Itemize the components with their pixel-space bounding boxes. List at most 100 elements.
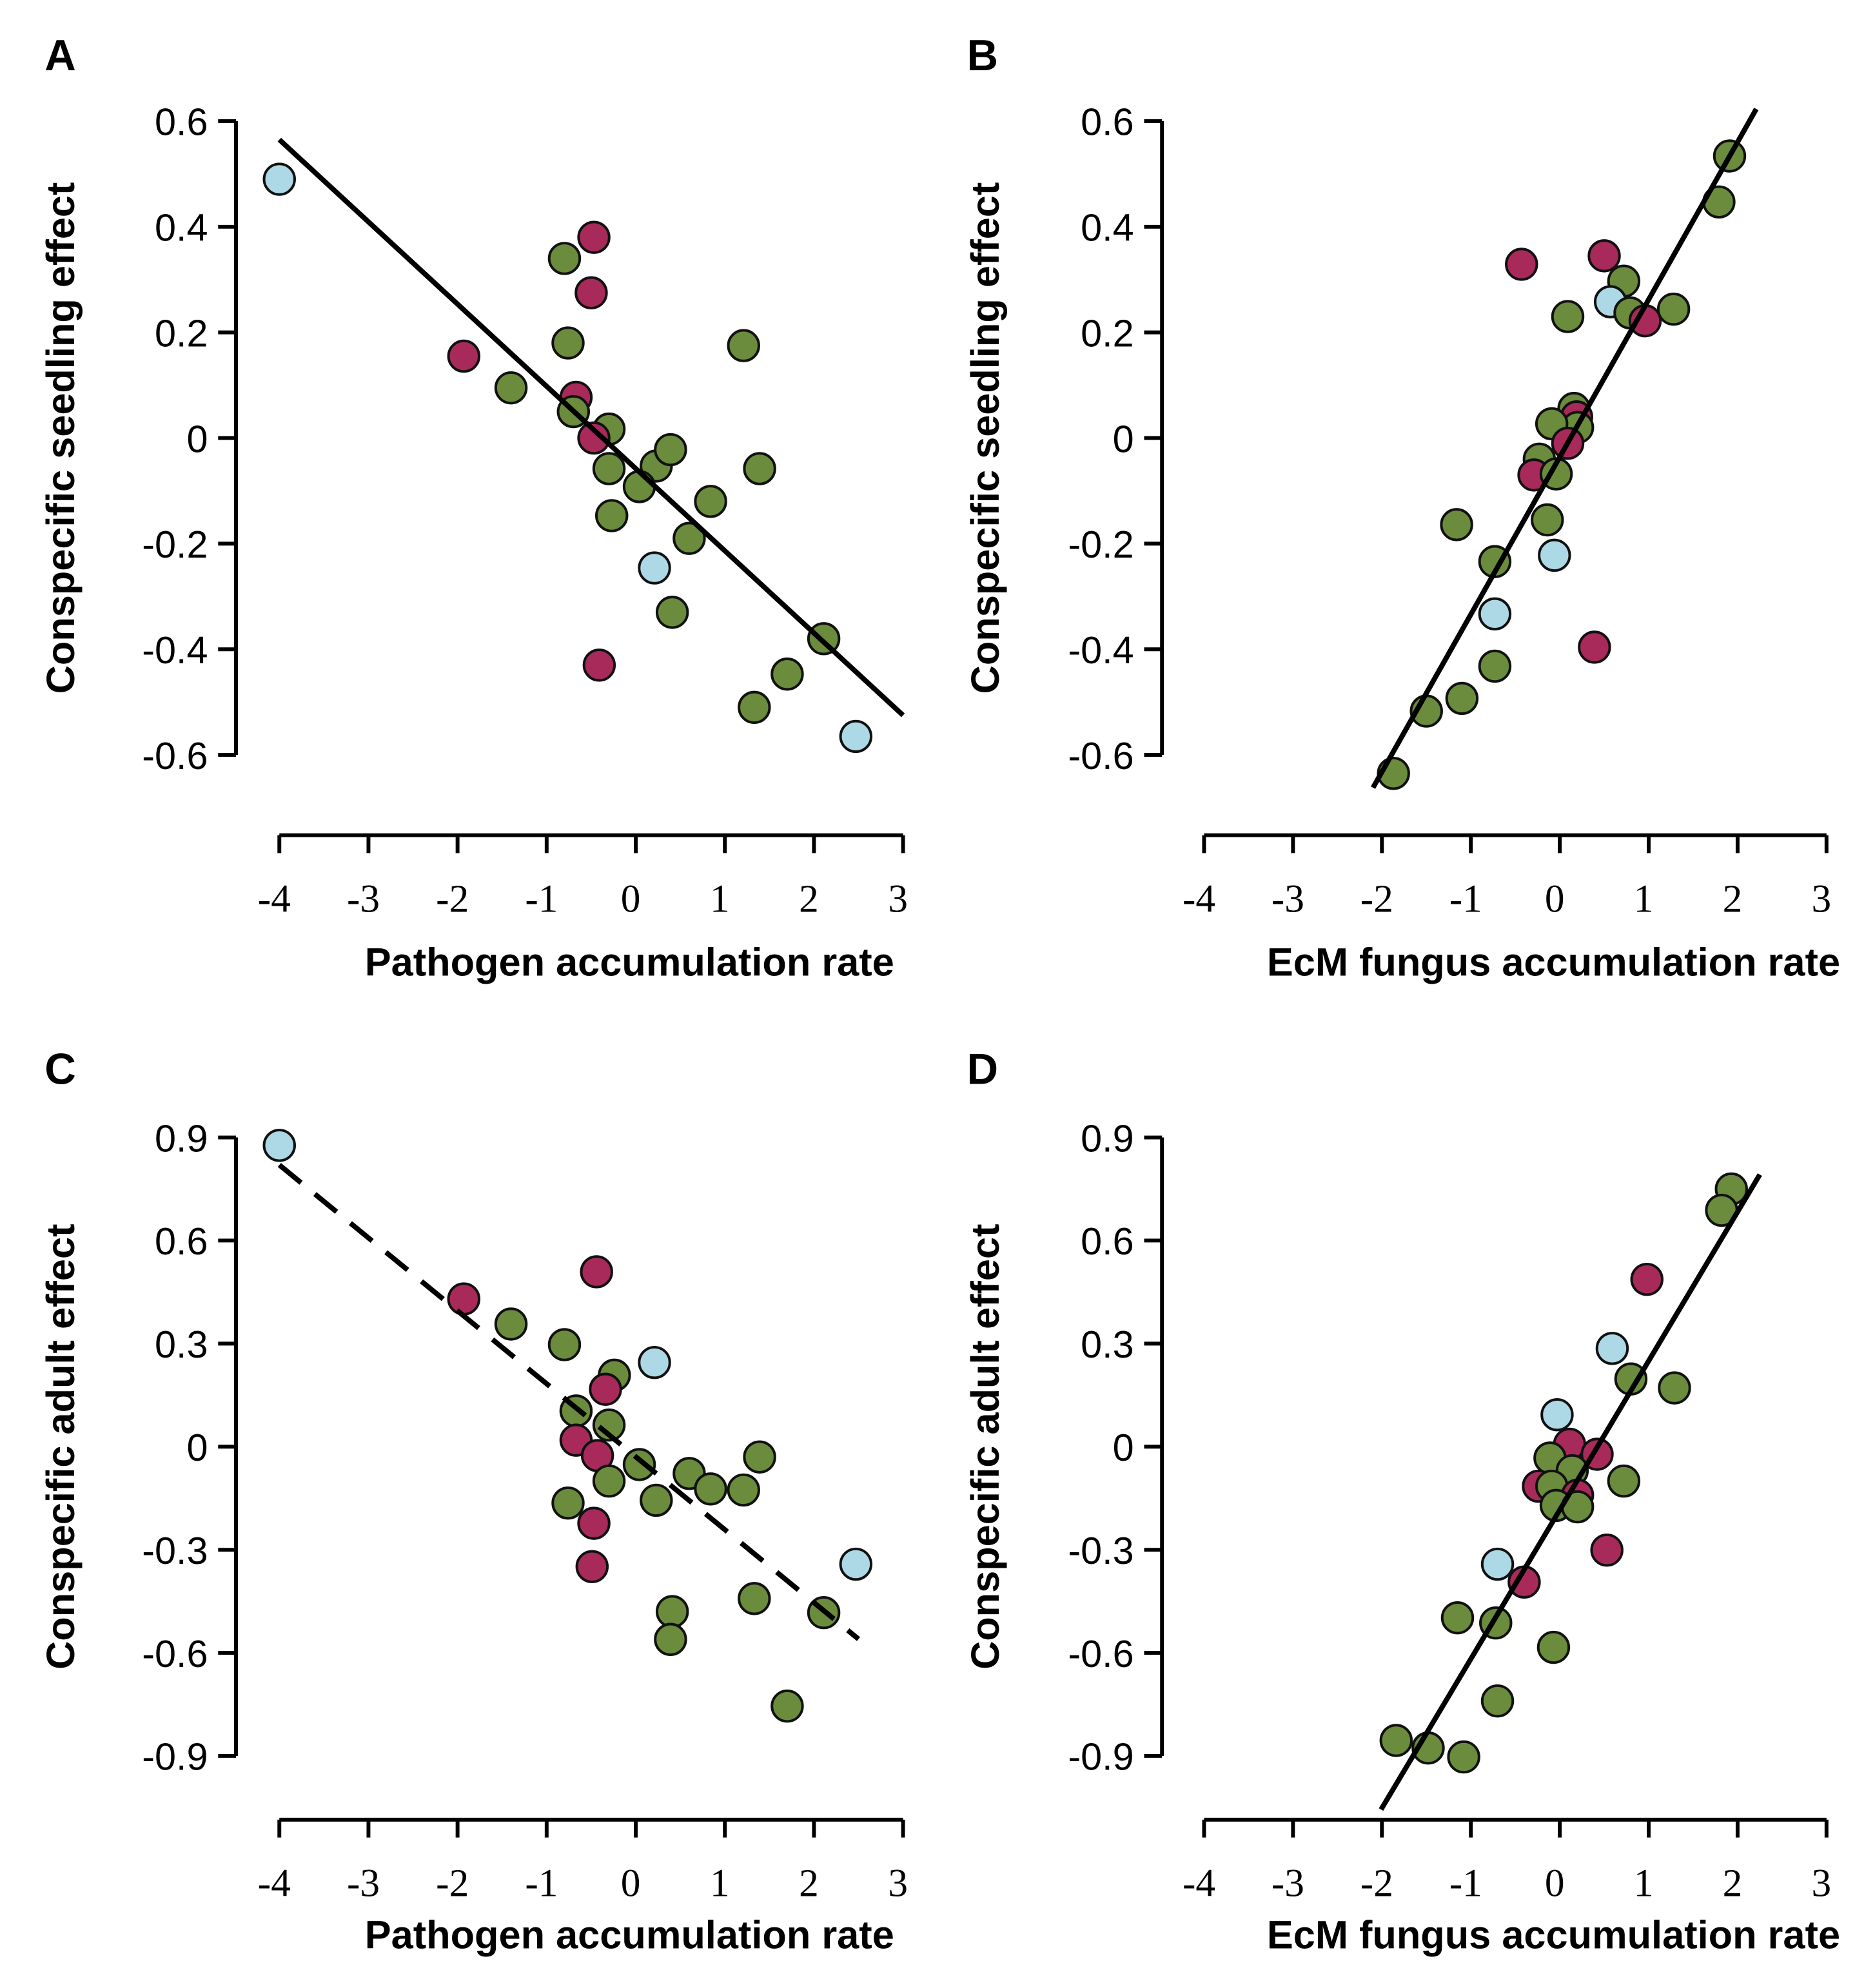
data-point-red	[582, 648, 616, 682]
data-point-blue	[839, 719, 873, 754]
regression-line-a	[277, 137, 905, 717]
x-tick-label: 3	[1812, 877, 1832, 921]
y-axis-label-c: Conspecific adult effect	[38, 1223, 83, 1670]
y-tick-label: 0.6	[155, 101, 208, 144]
data-point-red	[1587, 239, 1621, 273]
x-tick-label: -2	[436, 877, 469, 921]
x-tick-label: 3	[888, 877, 908, 921]
y-tick-label: 0.9	[1081, 1116, 1134, 1160]
data-point-green	[547, 1328, 582, 1361]
data-point-green	[640, 1483, 673, 1517]
data-point-green	[1656, 292, 1691, 326]
y-tick-label: -0.9	[142, 1735, 208, 1778]
data-point-blue	[1480, 1547, 1515, 1581]
data-point-blue	[1595, 1332, 1629, 1365]
y-tick-label: 0.6	[1081, 101, 1134, 144]
y-axis-label-b: Conspecific seedling effect	[963, 182, 1007, 694]
data-point-green	[1607, 1464, 1641, 1498]
data-point-green	[694, 485, 727, 518]
x-tick-label: 0	[1545, 1862, 1565, 1905]
y-tick-label: 0	[1113, 417, 1134, 460]
y-tick-label: -0.2	[1068, 523, 1134, 566]
data-point-green	[771, 658, 804, 691]
data-point-red	[574, 276, 608, 309]
data-point-green	[1551, 300, 1585, 333]
regression-line-d	[1379, 1173, 1762, 1811]
y-axis-label-a: Conspecific seedling effect	[38, 182, 83, 694]
data-point-green	[594, 499, 629, 532]
data-point-green	[494, 371, 528, 405]
y-tick-label: -0.4	[1068, 629, 1134, 672]
x-tick-label: -3	[347, 877, 380, 921]
x-tick-label: 2	[799, 877, 819, 921]
data-point-green	[1478, 649, 1512, 683]
x-tick-label: -1	[1449, 877, 1482, 921]
data-point-red	[580, 1255, 613, 1289]
x-tick-label: -4	[258, 877, 291, 921]
data-point-green	[592, 1408, 626, 1442]
x-tick-label: 1	[1634, 1862, 1654, 1905]
data-point-green	[738, 690, 771, 725]
data-point-green	[743, 1440, 776, 1474]
y-tick-label: 0.4	[1081, 206, 1134, 249]
data-point-red	[447, 1282, 481, 1316]
data-point-green	[1445, 681, 1479, 716]
x-axis-label-a: Pathogen accumulation rate	[365, 939, 894, 984]
y-tick-label: -0.3	[1068, 1529, 1134, 1572]
x-tick-label: 2	[1723, 877, 1743, 921]
data-point-red	[575, 1550, 609, 1583]
y-tick-label: 0.4	[155, 206, 208, 249]
data-point-green	[1658, 1371, 1691, 1405]
x-tick-label: 1	[710, 1862, 730, 1905]
x-tick-label: 0	[621, 877, 641, 921]
y-tick-label: 0.2	[155, 311, 208, 355]
data-point-green	[1440, 1601, 1475, 1635]
data-point-green	[672, 521, 706, 555]
data-point-red	[577, 1506, 611, 1540]
data-point-red	[1630, 1262, 1664, 1296]
data-point-blue	[638, 551, 671, 585]
data-point-blue	[262, 162, 296, 196]
x-tick-label: -3	[1271, 877, 1304, 921]
y-tick-label: 0	[1113, 1426, 1134, 1469]
regression-line-c	[277, 1163, 861, 1641]
x-tick-label: 1	[1634, 877, 1654, 921]
y-tick-label: -0.9	[1068, 1735, 1134, 1778]
y-tick-label: -0.6	[1068, 1632, 1134, 1675]
x-tick-label: -1	[1449, 1862, 1482, 1905]
x-tick-label: -2	[436, 1862, 469, 1905]
data-point-green	[592, 1464, 626, 1498]
y-tick-label: 0.2	[1081, 311, 1134, 355]
y-tick-label: -0.3	[142, 1529, 208, 1572]
y-tick-label: -0.6	[1068, 734, 1134, 777]
y-tick-label: 0.3	[155, 1323, 208, 1366]
data-point-green	[654, 1623, 687, 1656]
data-point-red	[447, 339, 481, 373]
data-point-red	[1505, 248, 1538, 281]
data-point-green	[551, 1486, 585, 1520]
data-point-red	[577, 220, 611, 254]
x-tick-label: -3	[347, 1862, 380, 1905]
x-tick-label: 1	[710, 877, 730, 921]
x-tick-label: -2	[1360, 877, 1393, 921]
data-point-blue	[1540, 1398, 1574, 1432]
data-point-green	[655, 596, 689, 629]
y-tick-label: -0.6	[142, 734, 208, 777]
data-point-green	[727, 329, 760, 362]
panel-label-c: C	[44, 1045, 76, 1093]
x-tick-label: 0	[621, 1862, 641, 1905]
y-tick-label: 0.9	[155, 1116, 208, 1160]
x-tick-label: -2	[1360, 1862, 1393, 1905]
data-point-blue	[1478, 597, 1512, 631]
data-point-green	[743, 452, 776, 485]
y-tick-label: 0	[186, 417, 208, 460]
x-tick-label: 3	[888, 1862, 908, 1905]
data-point-green	[622, 470, 656, 503]
data-point-green	[771, 1689, 804, 1723]
y-tick-label: 0.3	[1081, 1323, 1134, 1366]
data-point-green	[547, 242, 582, 275]
data-point-red	[1578, 630, 1611, 664]
data-point-red	[589, 1372, 622, 1406]
data-point-green	[592, 452, 626, 485]
